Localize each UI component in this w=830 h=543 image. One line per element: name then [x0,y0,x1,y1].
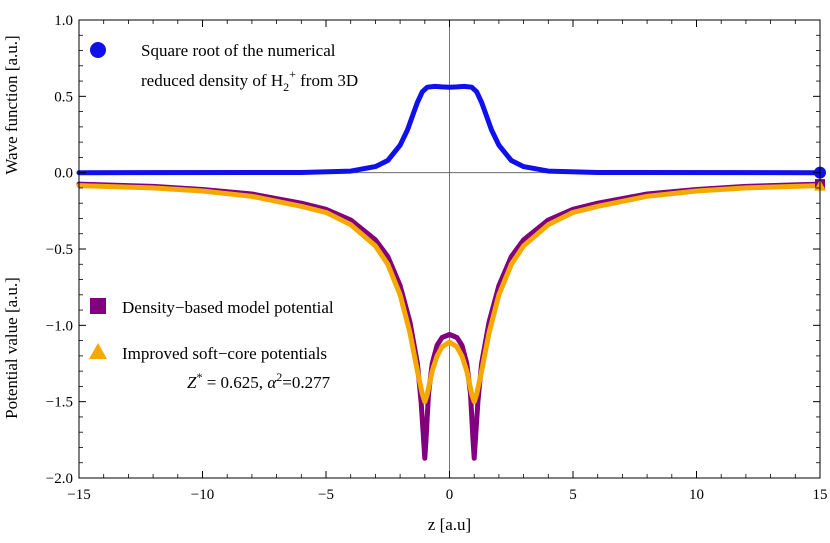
legend-label-softcore: Improved soft−core potentials [122,344,327,363]
legend-wave-sub: 2 [283,80,289,94]
param-z-sup: * [196,370,202,384]
legend-marker-softcore [89,343,107,359]
legend-wave-sup: + [289,67,296,81]
y-tick-label: 0.0 [54,166,73,182]
legend-marker-wave [90,42,106,58]
legend-marker-density [90,298,106,314]
legend: Square root of the numerical reduced den… [89,41,358,392]
legend-wave-prefix: reduced density of H [141,71,283,90]
y-tick-label: −0.5 [46,242,73,258]
x-tick-label: 0 [446,487,454,503]
legend-label-density: Density−based model potential [122,298,334,317]
x-tick-label: 15 [813,487,828,503]
y-tick-label: 1.0 [54,13,73,29]
y-tick-label: −1.5 [46,395,73,411]
x-axis-title: z [a.u] [428,515,471,534]
x-tick-label: −5 [318,487,334,503]
param-alpha-prefix: α [267,373,277,392]
legend-label-wave-line2: reduced density of H2+ from 3D [141,67,358,94]
param-z-value: = 0.625, [202,373,267,392]
y-axis-title-lower: Potential value [a.u.] [2,277,21,419]
series-line-density [76,181,823,461]
x-tick-label: 10 [689,487,704,503]
y-tick-label: 0.5 [54,89,73,105]
x-tick-label: −15 [67,487,90,503]
y-axis-title-upper: Wave function [a.u.] [2,35,21,174]
param-alpha-value: =0.277 [282,373,330,392]
y-tick-label: −2.0 [46,471,73,487]
axes: −15 −10 −5 0 5 10 15 −2.0 −1.5 −1.0 −0.5 0.0 0.5 1.0 [46,13,828,503]
legend-label-wave-line1: Square root of the numerical [141,41,336,60]
x-tick-label: 5 [569,487,577,503]
x-tick-label: −10 [191,487,214,503]
y-tick-label: −1.0 [46,318,73,334]
legend-label-softcore-params: Z* = 0.625, α2=0.277 [187,370,331,392]
legend-wave-suffix: from 3D [296,71,358,90]
param-z-prefix: Z [187,373,197,392]
series-line-softcore [76,183,823,405]
series-line-wave [76,83,823,176]
param-alpha-sup: 2 [276,370,282,384]
